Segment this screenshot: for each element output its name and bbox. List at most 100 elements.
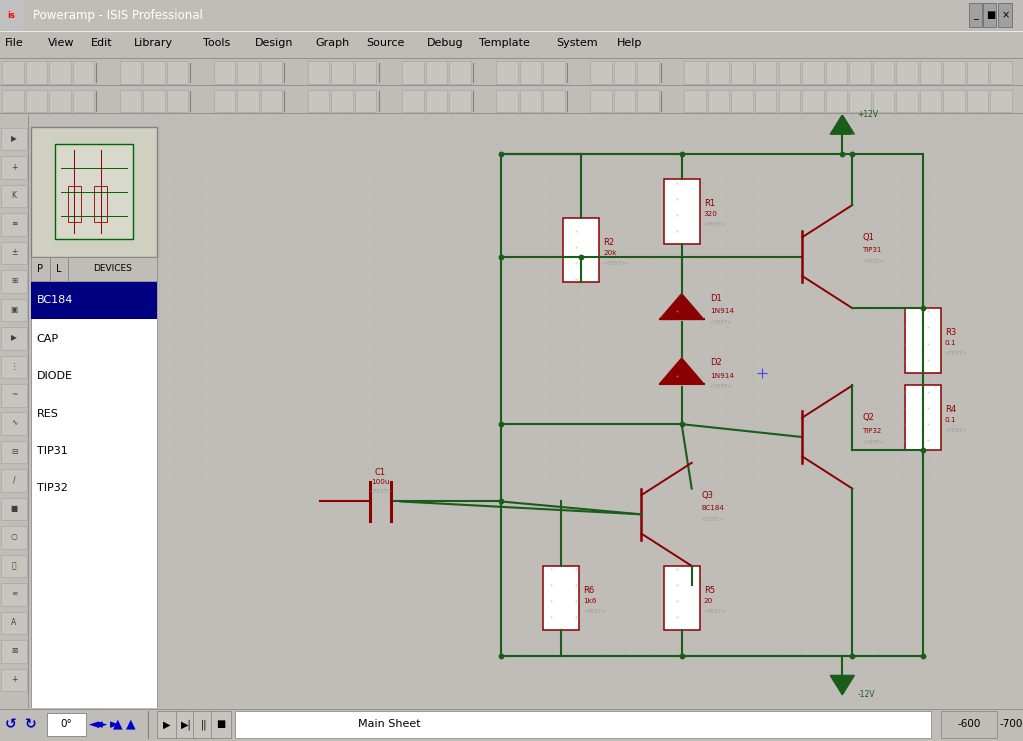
Text: ◄►: ◄►: [89, 718, 107, 731]
Bar: [1, 469, 27, 492]
Bar: [237, 62, 259, 84]
Bar: [496, 62, 518, 84]
Bar: [55, 144, 133, 239]
Text: Graph: Graph: [315, 38, 349, 48]
Polygon shape: [660, 293, 704, 319]
Text: Main Sheet: Main Sheet: [358, 720, 420, 729]
Bar: [26, 90, 47, 112]
Text: ⊞: ⊞: [11, 276, 17, 285]
Bar: [999, 711, 1022, 738]
Text: 1N914: 1N914: [710, 373, 733, 379]
Bar: [590, 62, 612, 84]
Bar: [708, 90, 729, 112]
Text: <TEXT>: <TEXT>: [583, 608, 606, 614]
Bar: [214, 90, 235, 112]
Bar: [176, 711, 196, 738]
Text: ∿: ∿: [11, 419, 17, 428]
Bar: [969, 3, 982, 27]
Bar: [235, 711, 931, 738]
Bar: [1, 413, 27, 435]
Text: <TEXT>: <TEXT>: [944, 350, 968, 356]
Bar: [449, 90, 471, 112]
Bar: [143, 90, 165, 112]
Text: ⊟: ⊟: [11, 447, 17, 456]
Bar: [32, 257, 49, 281]
Bar: [426, 62, 447, 84]
Bar: [1, 185, 27, 207]
Text: Debug: Debug: [428, 38, 463, 48]
Bar: [1, 583, 27, 605]
Text: R4: R4: [944, 405, 955, 414]
Bar: [802, 90, 824, 112]
Bar: [261, 90, 282, 112]
Text: is: is: [7, 10, 15, 19]
Bar: [26, 62, 47, 84]
Bar: [941, 711, 997, 738]
Bar: [308, 62, 329, 84]
Bar: [998, 3, 1012, 27]
Text: <TEXT>: <TEXT>: [702, 517, 723, 522]
Text: ||: ||: [201, 719, 207, 730]
Bar: [684, 62, 706, 84]
Bar: [68, 257, 157, 281]
Text: ▶: ▶: [163, 720, 171, 729]
Bar: [1, 213, 27, 236]
Text: Template: Template: [479, 38, 530, 48]
Bar: [2, 62, 24, 84]
Text: R2: R2: [604, 238, 615, 247]
Text: ×: ×: [1002, 10, 1010, 20]
Bar: [331, 62, 353, 84]
Bar: [167, 90, 188, 112]
Bar: [896, 62, 918, 84]
Text: 1k6: 1k6: [583, 598, 596, 604]
Bar: [2, 90, 24, 112]
Bar: [49, 62, 71, 84]
Text: ▶: ▶: [11, 333, 17, 342]
Text: 0°: 0°: [60, 720, 73, 729]
Bar: [943, 62, 965, 84]
Bar: [849, 62, 871, 84]
Text: TIP32: TIP32: [862, 428, 882, 433]
Bar: [1, 611, 27, 634]
Bar: [614, 62, 635, 84]
Bar: [849, 90, 871, 112]
Bar: [355, 62, 376, 84]
Bar: [402, 62, 424, 84]
Text: Design: Design: [255, 38, 294, 48]
Bar: [1, 555, 27, 577]
Bar: [826, 62, 847, 84]
Bar: [779, 62, 800, 84]
Text: ↺: ↺: [4, 717, 16, 731]
Bar: [802, 62, 824, 84]
Text: Help: Help: [617, 38, 642, 48]
Text: <TEXT>: <TEXT>: [604, 261, 626, 265]
Text: ■: ■: [10, 504, 17, 513]
Text: ⋮: ⋮: [10, 362, 17, 370]
Text: ▶|: ▶|: [181, 719, 191, 730]
Bar: [664, 566, 700, 631]
Text: -12V: -12V: [857, 691, 875, 700]
Text: ◄: ◄: [93, 718, 103, 731]
Text: ⌒: ⌒: [11, 561, 16, 570]
Bar: [983, 3, 996, 27]
Text: _: _: [974, 10, 978, 20]
Polygon shape: [831, 115, 854, 134]
Bar: [614, 90, 635, 112]
Text: ■: ■: [985, 10, 995, 20]
Bar: [1, 242, 27, 265]
Text: Edit: Edit: [91, 38, 113, 48]
Bar: [520, 90, 541, 112]
Bar: [967, 90, 988, 112]
Text: Q1: Q1: [862, 233, 875, 242]
Bar: [779, 90, 800, 112]
Bar: [990, 90, 1012, 112]
Text: L: L: [56, 264, 61, 274]
Text: File: File: [5, 38, 24, 48]
Bar: [920, 62, 941, 84]
Text: /: /: [12, 476, 15, 485]
Text: 20k: 20k: [604, 250, 617, 256]
Text: A: A: [11, 618, 16, 627]
Bar: [120, 62, 141, 84]
Bar: [755, 62, 776, 84]
Text: D1: D1: [710, 294, 721, 303]
